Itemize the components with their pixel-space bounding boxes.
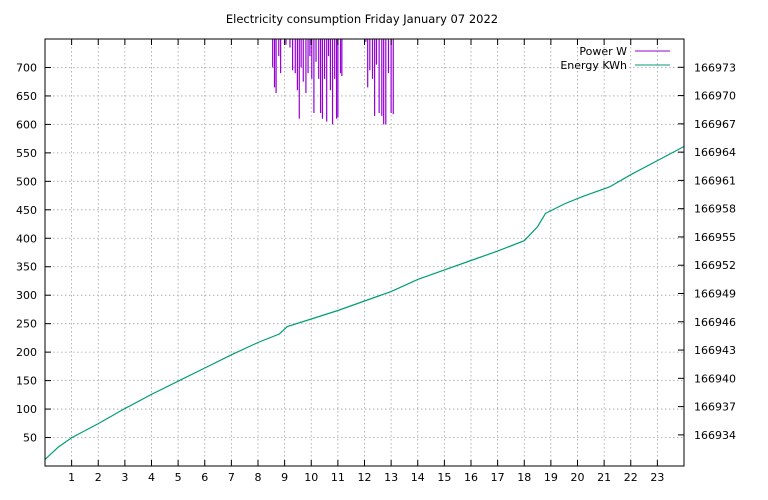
axis-ticks: 1 2 3 4 5 6 7 8 9 10 11 12 13 14 15 16 17 18 19 20 21 22 23501… — [16, 39, 736, 484]
y2-tick-label: 166934 — [694, 429, 736, 442]
y2-tick-label: 166955 — [694, 231, 736, 244]
y2-tick-label: 166949 — [694, 288, 736, 301]
grid — [45, 39, 684, 466]
x-tick-label: 20 — [571, 471, 585, 484]
x-tick-label: 22 — [624, 471, 638, 484]
energy-line — [45, 145, 684, 460]
chart-title: Electricity consumption Friday January 0… — [226, 12, 498, 26]
y-tick-label: 350 — [16, 261, 37, 274]
x-tick-label: 7 — [228, 471, 235, 484]
x-tick-label: 10 — [304, 471, 318, 484]
x-tick-label: 5 — [175, 471, 182, 484]
x-tick-label: 1 — [68, 471, 75, 484]
y2-tick-label: 166970 — [694, 90, 736, 103]
x-tick-label: 8 — [255, 471, 262, 484]
y-tick-label: 50 — [23, 432, 37, 445]
x-tick-label: 13 — [384, 471, 398, 484]
y-tick-label: 450 — [16, 204, 37, 217]
x-tick-label: 12 — [358, 471, 372, 484]
x-tick-label: 16 — [464, 471, 478, 484]
x-tick-label: 21 — [597, 471, 611, 484]
x-tick-label: 18 — [517, 471, 531, 484]
y2-tick-label: 166967 — [694, 118, 736, 131]
x-tick-label: 17 — [491, 471, 505, 484]
y2-tick-label: 166961 — [694, 174, 736, 187]
x-tick-label: 6 — [201, 471, 208, 484]
legend-label-energy: Energy KWh — [560, 59, 627, 72]
plot-series — [45, 39, 684, 460]
y-tick-label: 150 — [16, 375, 37, 388]
x-tick-label: 11 — [331, 471, 345, 484]
y-tick-label: 550 — [16, 147, 37, 160]
y2-tick-label: 166952 — [694, 259, 736, 272]
y2-tick-label: 166940 — [694, 372, 736, 385]
y-tick-label: 400 — [16, 232, 37, 245]
y2-tick-label: 166973 — [694, 61, 736, 74]
x-tick-label: 19 — [544, 471, 558, 484]
y2-tick-label: 166964 — [694, 146, 736, 159]
x-tick-label: 9 — [281, 471, 288, 484]
y2-tick-label: 166946 — [694, 316, 736, 329]
x-tick-label: 15 — [437, 471, 451, 484]
x-tick-label: 2 — [95, 471, 102, 484]
x-tick-label: 3 — [121, 471, 128, 484]
y2-tick-label: 166937 — [694, 401, 736, 414]
x-tick-label: 14 — [411, 471, 425, 484]
y-tick-label: 100 — [16, 403, 37, 416]
legend-label-power: Power W — [579, 45, 627, 58]
y-tick-label: 250 — [16, 318, 37, 331]
y-tick-label: 300 — [16, 289, 37, 302]
y-tick-label: 500 — [16, 175, 37, 188]
x-tick-label: 23 — [650, 471, 664, 484]
y-tick-label: 200 — [16, 346, 37, 359]
x-tick-label: 4 — [148, 471, 155, 484]
y-tick-label: 650 — [16, 90, 37, 103]
y2-tick-label: 166943 — [694, 344, 736, 357]
y-tick-label: 600 — [16, 118, 37, 131]
y-tick-label: 700 — [16, 61, 37, 74]
legend: Power W Energy KWh — [560, 45, 670, 72]
y2-tick-label: 166958 — [694, 203, 736, 216]
